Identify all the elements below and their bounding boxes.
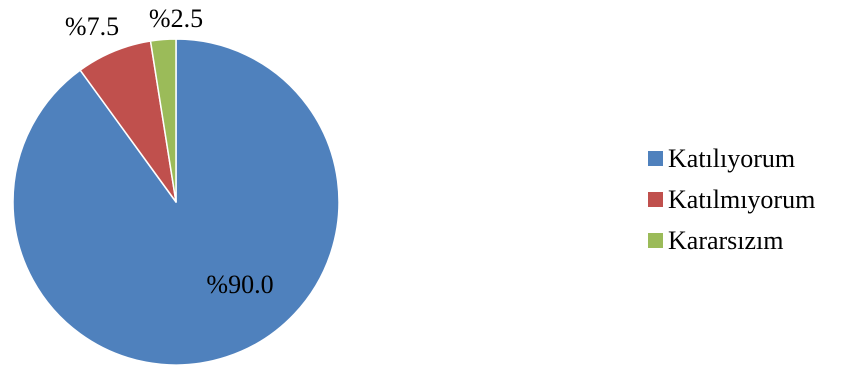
legend-swatch [648,151,663,166]
legend: Katılıyorum Katılmıyorum Kararsızım [648,138,815,261]
legend-item-kararsizim: Kararsızım [648,220,815,261]
legend-label: Katılıyorum [668,143,796,173]
legend-item-katilmiyorum: Katılmıyorum [648,179,815,220]
legend-label: Kararsızım [668,225,784,255]
data-label-1: %90.0 [206,270,273,299]
legend-item-katiliyorum: Katılıyorum [648,138,815,179]
data-labels: %90.0 %7.5 %2.5 [65,4,274,299]
data-label-2: %7.5 [65,12,119,41]
legend-label: Katılmıyorum [668,184,816,214]
data-label-3: %2.5 [149,4,203,33]
pie-slice-3 [149,38,177,203]
legend-swatch [648,233,663,248]
pie-slices [12,38,340,366]
legend-swatch [648,192,663,207]
